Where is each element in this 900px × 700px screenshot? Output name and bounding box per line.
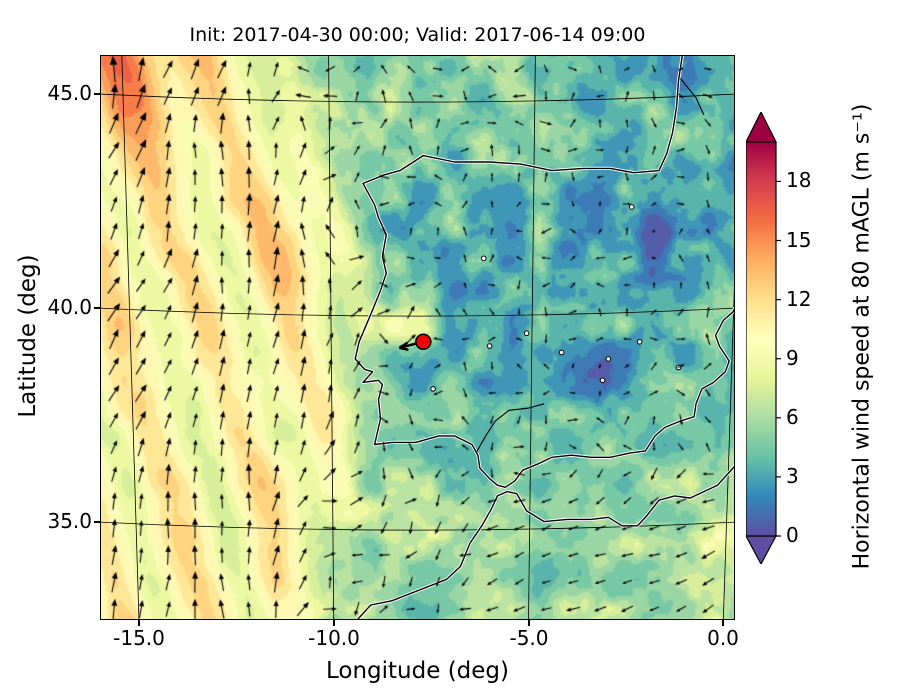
colorbar-over-arrow bbox=[746, 112, 777, 143]
marker-layer bbox=[398, 333, 432, 351]
colorbar-tick-label: 12 bbox=[786, 286, 812, 311]
x-tick-label: -5.0 bbox=[509, 626, 549, 650]
colorbar bbox=[746, 112, 781, 564]
colorbar-under-arrow bbox=[746, 535, 778, 564]
colorbar-tick-label: 15 bbox=[786, 227, 812, 252]
colorbar-label: Horizontal wind speed at 80 mAGL (m s⁻¹) bbox=[849, 103, 875, 570]
y-axis-label: Latitude (deg) bbox=[15, 254, 41, 418]
axis-tick bbox=[527, 620, 530, 626]
axis-tick bbox=[332, 620, 335, 626]
plot-title: Init: 2017-04-30 00:00; Valid: 2017-06-1… bbox=[189, 24, 646, 46]
colorbar-tick-label: 6 bbox=[786, 404, 799, 429]
axis-tick bbox=[137, 620, 140, 626]
y-tick-label: 35.0 bbox=[47, 509, 92, 533]
colorbar-tick-label: 9 bbox=[786, 345, 799, 370]
colorbar-tick-label: 18 bbox=[786, 168, 812, 193]
colorbar-gradient bbox=[746, 141, 777, 537]
x-tick-label: -10.0 bbox=[308, 626, 360, 650]
axis-tick bbox=[94, 521, 100, 524]
x-tick-label: -15.0 bbox=[113, 626, 165, 650]
colorbar-tick-label: 3 bbox=[786, 463, 799, 488]
y-tick-label: 40.0 bbox=[47, 295, 92, 319]
x-axis-label: Longitude (deg) bbox=[325, 658, 509, 684]
colorbar-tick-label: 0 bbox=[786, 523, 799, 547]
map-plot-area bbox=[100, 55, 735, 620]
x-tick-label: 0.0 bbox=[707, 626, 739, 650]
axis-tick bbox=[94, 93, 100, 96]
axis-tick bbox=[94, 307, 100, 310]
site-marker bbox=[415, 333, 432, 351]
axis-tick bbox=[722, 620, 725, 626]
y-tick-label: 45.0 bbox=[47, 81, 92, 105]
